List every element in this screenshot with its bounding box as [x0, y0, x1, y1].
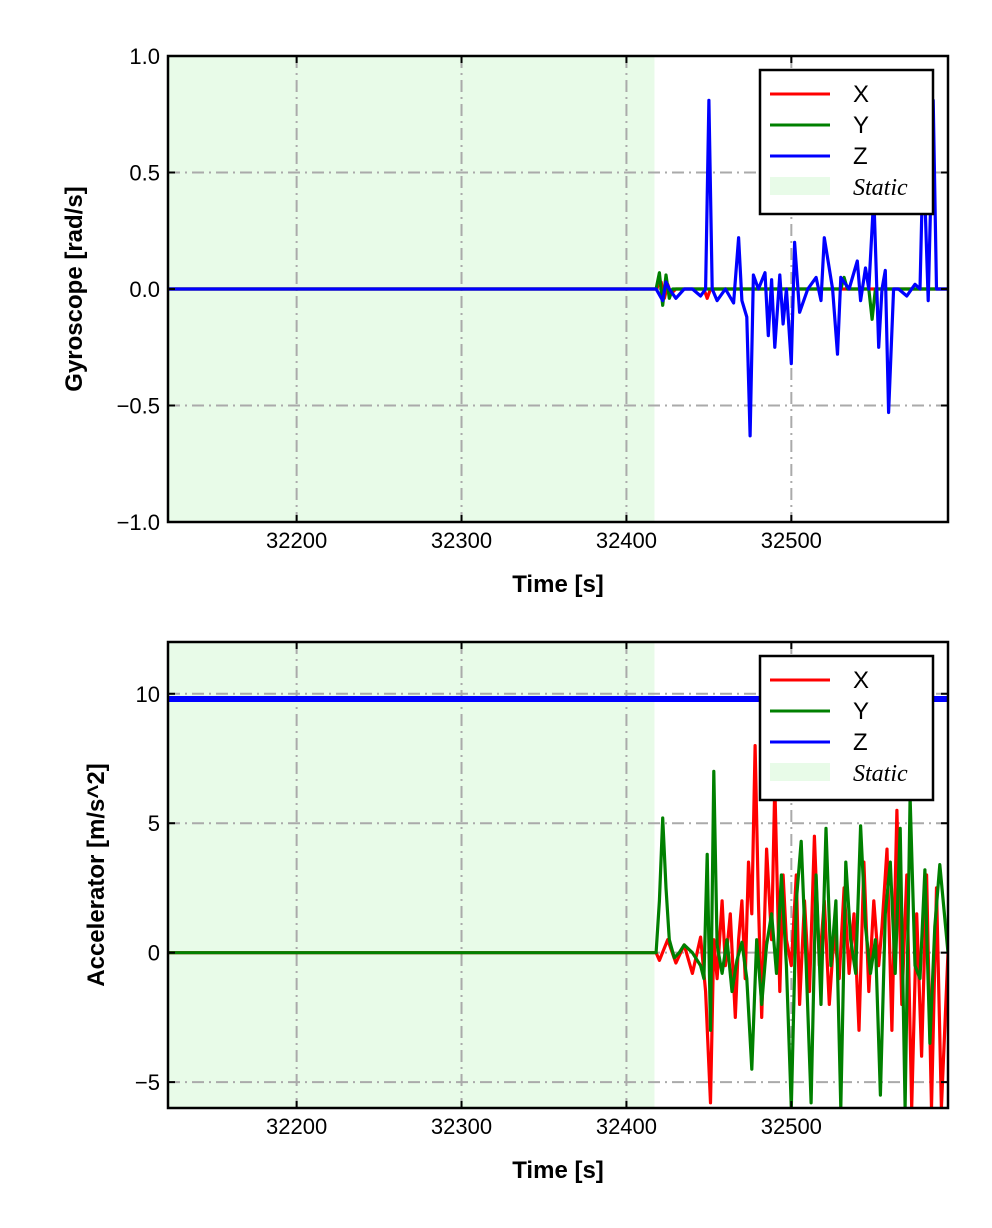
y-tick-label: −0.5 [117, 394, 160, 419]
y-tick-label: −1.0 [117, 510, 160, 535]
x-tick-label: 32200 [266, 1114, 327, 1139]
x-tick-label: 32400 [596, 528, 657, 553]
x-tick-label: 32400 [596, 1114, 657, 1139]
legend: X Y Z Static [758, 68, 935, 216]
y-tick-label: 0.5 [129, 161, 160, 186]
series-line-x [168, 743, 948, 1108]
legend-label-y: Y [853, 698, 869, 725]
series-line-y [168, 769, 948, 1108]
x-tick-label: 32200 [266, 528, 327, 553]
series-line-z [168, 98, 948, 438]
gyroscope-chart: 32200 32300 32400 32500 −1.0 −0.5 0.0 0.5 1.0 Gy… [61, 44, 950, 598]
y-tick-label: 10 [136, 682, 160, 707]
y-tick-label: 1.0 [129, 44, 160, 69]
legend-patch-static [770, 763, 830, 781]
x-axis-label: Time [s] [512, 571, 604, 598]
legend-label-z: Z [853, 143, 868, 170]
series-lines [168, 98, 948, 438]
legend-label-z: Z [853, 729, 868, 756]
ticks: 32200 32300 32400 32500 −1.0 −0.5 0.0 0.5 1.0 [117, 44, 948, 553]
x-tick-label: 32300 [431, 528, 492, 553]
x-axis-label: Time [s] [512, 1157, 604, 1184]
accelerator-chart: 32200 32300 32400 32500 −5 0 5 10 Accelerator [… [83, 640, 950, 1184]
y-axis-label: Accelerator [m/s^2] [83, 763, 110, 986]
legend-patch-static [770, 177, 830, 195]
legend: X Y Z Static [758, 654, 935, 802]
x-tick-label: 32500 [761, 1114, 822, 1139]
y-tick-label: −5 [135, 1070, 160, 1095]
ticks: 32200 32300 32400 32500 −5 0 5 10 [135, 642, 948, 1139]
y-tick-label: 0.0 [129, 277, 160, 302]
y-axis-label: Gyroscope [rad/s] [61, 186, 88, 391]
x-tick-label: 32300 [431, 1114, 492, 1139]
legend-label-static: Static [853, 175, 908, 201]
static-span [168, 642, 655, 1108]
legend-label-static: Static [853, 761, 908, 787]
x-tick-label: 32500 [761, 528, 822, 553]
legend-label-x: X [853, 81, 869, 108]
y-tick-label: 5 [148, 811, 160, 836]
y-tick-label: 0 [148, 941, 160, 966]
legend-label-x: X [853, 667, 869, 694]
plot-frame [166, 640, 950, 1110]
legend-label-y: Y [853, 112, 869, 139]
